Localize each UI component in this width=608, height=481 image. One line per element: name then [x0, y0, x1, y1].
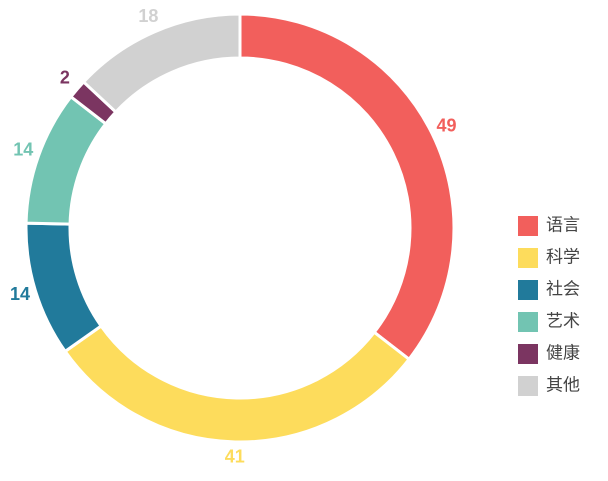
donut-segment [238, 12, 456, 362]
data-label: 49 [437, 116, 457, 136]
legend-label: 艺术 [546, 311, 580, 330]
legend-label: 语言 [546, 215, 580, 234]
legend-swatch [518, 344, 538, 364]
data-label: 14 [13, 140, 33, 160]
data-label: 14 [10, 284, 30, 304]
legend-label: 健康 [546, 343, 580, 362]
legend-swatch [518, 280, 538, 300]
legend-label: 科学 [546, 247, 580, 266]
legend-swatch [518, 312, 538, 332]
legend-swatch [518, 376, 538, 396]
data-label: 41 [225, 447, 245, 467]
donut-segment [24, 221, 104, 354]
legend-label: 社会 [546, 279, 580, 298]
data-label: 18 [138, 6, 158, 26]
donut-segment [81, 12, 242, 115]
data-label: 2 [60, 68, 70, 88]
legend-swatch [518, 248, 538, 268]
legend-label: 其他 [546, 375, 580, 394]
legend-swatch [518, 216, 538, 236]
donut-segment [63, 323, 412, 444]
